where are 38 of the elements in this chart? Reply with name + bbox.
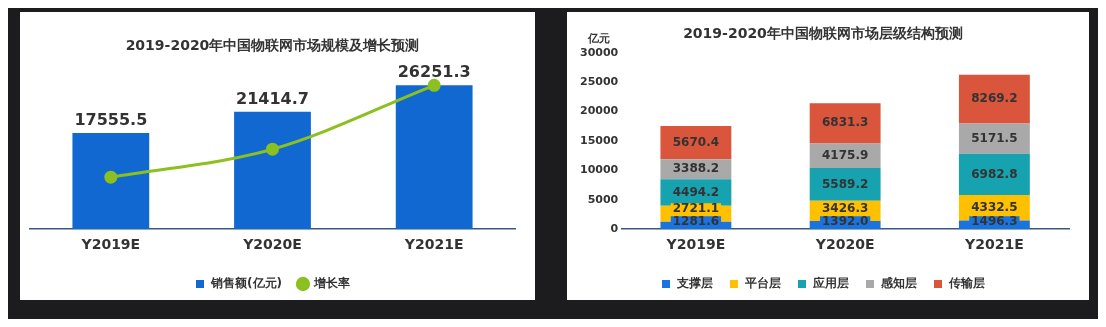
y-axis-title: 亿元 bbox=[587, 32, 611, 46]
y-tick-label: 15000 bbox=[579, 133, 619, 147]
x-tick-label: Y2019E bbox=[80, 236, 141, 253]
data-label: 4494.2 bbox=[672, 184, 720, 199]
data-label: 5670.4 bbox=[672, 134, 720, 149]
legend-label: 增长率 bbox=[312, 276, 350, 291]
legend-label: 平台层 bbox=[744, 276, 781, 291]
data-label: 26251.3 bbox=[397, 62, 471, 82]
x-tick-label: Y2021E bbox=[403, 236, 464, 253]
legend-label: 支撑层 bbox=[676, 276, 713, 291]
data-label: 21414.7 bbox=[236, 89, 309, 108]
y-tick-label: 10000 bbox=[579, 163, 619, 177]
data-label: 4175.9 bbox=[821, 147, 869, 162]
x-tick-label: Y2020E bbox=[814, 236, 875, 253]
x-tick-label: Y2020E bbox=[242, 236, 302, 253]
data-label: 5589.2 bbox=[821, 176, 869, 191]
data-label: 3388.2 bbox=[672, 161, 720, 176]
legend-label: 销售额(亿元) bbox=[210, 276, 282, 291]
x-tick-label: Y2021E bbox=[964, 236, 1024, 253]
y-tick-label: 30000 bbox=[579, 45, 619, 59]
data-label: 6982.8 bbox=[971, 166, 1018, 181]
x-tick-label: Y2019E bbox=[665, 236, 726, 253]
y-tick-label: 0 bbox=[610, 222, 619, 236]
data-label: 3426.3 bbox=[821, 201, 869, 216]
legend-label: 感知层 bbox=[880, 276, 917, 291]
data-label: 5171.5 bbox=[971, 130, 1018, 145]
data-label: 17555.5 bbox=[74, 110, 148, 130]
data-label: 4332.5 bbox=[971, 199, 1018, 214]
y-tick-label: 20000 bbox=[579, 104, 619, 118]
data-label: 6831.3 bbox=[821, 115, 869, 130]
legend-label: 传输层 bbox=[948, 276, 985, 291]
y-tick-label: 25000 bbox=[579, 75, 619, 89]
y-tick-label: 5000 bbox=[587, 192, 619, 206]
legend-label: 应用层 bbox=[812, 276, 849, 291]
chart-title: 2019-2020年中国物联网市场层级结构预测 bbox=[683, 25, 963, 42]
data-label: 2721.1 bbox=[672, 201, 720, 216]
data-label: 8269.2 bbox=[971, 91, 1018, 106]
chart-title: 2019-2020年中国物联网市场规模及增长预测 bbox=[125, 37, 420, 54]
